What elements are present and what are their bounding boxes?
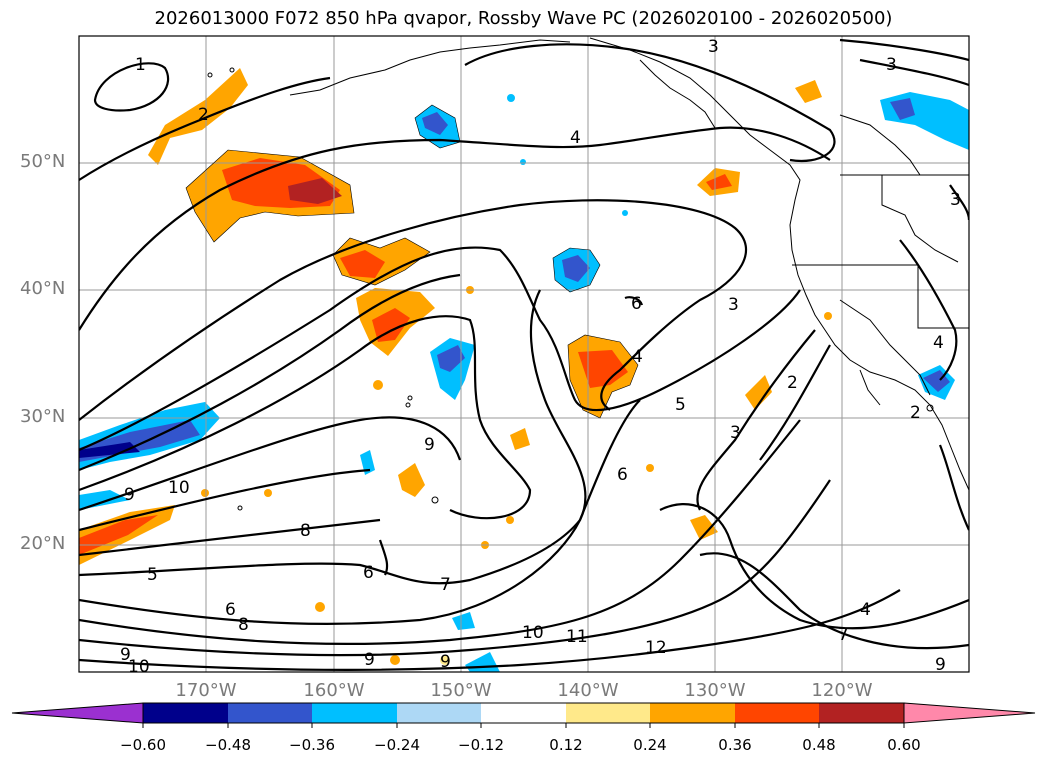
colorbar-tick-label: 0.36 bbox=[718, 736, 752, 754]
lat-label: 40°N bbox=[20, 278, 66, 299]
contour-label: 2 bbox=[198, 105, 209, 125]
lon-label: 170°W bbox=[175, 680, 237, 701]
contour-label: 4 bbox=[570, 128, 581, 148]
contour-label: 9 bbox=[124, 485, 135, 505]
colorbar-tick-label: −0.24 bbox=[374, 736, 420, 754]
contour-label: 10 bbox=[522, 623, 544, 643]
lat-label: 30°N bbox=[20, 406, 66, 427]
contour-label: 9 bbox=[935, 655, 946, 675]
map-title: 2026013000 F072 850 hPa qvapor, Rossby W… bbox=[154, 8, 893, 29]
lat-label: 50°N bbox=[20, 151, 66, 172]
contour-label: 3 bbox=[950, 190, 961, 210]
coastlines bbox=[207, 37, 969, 511]
contour-label: 3 bbox=[730, 423, 741, 443]
contour-label: 3 bbox=[708, 37, 719, 57]
contour-label: 6 bbox=[225, 600, 236, 620]
contour-label: 9 bbox=[440, 652, 451, 672]
lon-label: 120°W bbox=[811, 680, 873, 701]
contour-label: 8 bbox=[238, 615, 249, 635]
contour-label: 1 bbox=[135, 55, 146, 75]
colorbar-tick-label: 0.12 bbox=[549, 736, 583, 754]
contour-label: 2 bbox=[910, 403, 921, 423]
contour-label: 5 bbox=[675, 395, 686, 415]
contour-lines bbox=[79, 38, 969, 671]
contour-label: 9 bbox=[364, 650, 375, 670]
colorbar-tick-label: −0.60 bbox=[120, 736, 166, 754]
contour-label: 2 bbox=[787, 373, 798, 393]
contour-label: 9 bbox=[424, 435, 435, 455]
contour-label: 3 bbox=[886, 55, 897, 75]
lat-label: 20°N bbox=[20, 533, 66, 554]
colorbar-tick-label: −0.12 bbox=[458, 736, 504, 754]
contour-label: 8 bbox=[300, 521, 311, 541]
lon-label: 130°W bbox=[684, 680, 746, 701]
lon-label: 140°W bbox=[557, 680, 619, 701]
lon-label: 160°W bbox=[303, 680, 365, 701]
contour-label: 7 bbox=[440, 575, 451, 595]
colorbar-tick-label: −0.36 bbox=[289, 736, 335, 754]
contour-label: 10 bbox=[128, 657, 150, 677]
contour-label: 4 bbox=[632, 347, 643, 367]
colorbar-tick-label: 0.24 bbox=[633, 736, 667, 754]
lon-label: 150°W bbox=[430, 680, 492, 701]
map-area bbox=[79, 36, 969, 672]
contour-label: 12 bbox=[645, 638, 667, 658]
contour-labels: 1 2 3 3 4 6 3 2 4 5 3 6 9 9 10 8 6 5 6 8… bbox=[120, 37, 961, 677]
map-border bbox=[78, 35, 970, 673]
colorbar-tick-label: −0.48 bbox=[205, 736, 251, 754]
contour-label: 5 bbox=[147, 565, 158, 585]
contour-label: 6 bbox=[631, 294, 642, 314]
contour-label: 11 bbox=[566, 627, 588, 647]
contour-label: 6 bbox=[617, 465, 628, 485]
contour-label: 9 bbox=[120, 645, 131, 665]
colorbar bbox=[11, 702, 1036, 728]
contour-label: 4 bbox=[860, 600, 871, 620]
contour-label: 6 bbox=[363, 563, 374, 583]
contour-label: 7 bbox=[838, 625, 849, 645]
contour-label: 3 bbox=[728, 295, 739, 315]
contour-label: 10 bbox=[168, 478, 190, 498]
colorbar-tick-label: 0.48 bbox=[802, 736, 836, 754]
contour-label: 4 bbox=[933, 333, 944, 353]
colorbar-tick-label: 0.60 bbox=[887, 736, 921, 754]
gridlines bbox=[79, 36, 969, 672]
